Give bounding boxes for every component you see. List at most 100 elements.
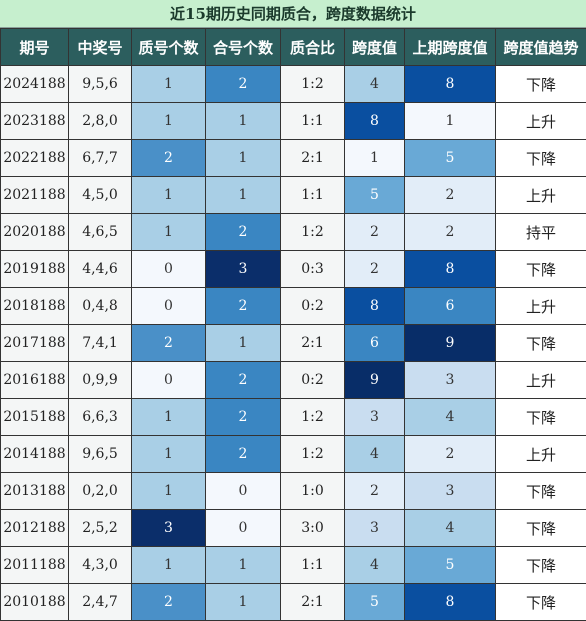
cell-numbers: 9,5,6 bbox=[69, 66, 132, 103]
cell-numbers: 4,4,6 bbox=[69, 251, 132, 288]
cell-trend: 下降 bbox=[496, 510, 586, 547]
cell-trend: 下降 bbox=[496, 547, 586, 584]
header-numbers: 中奖号 bbox=[69, 29, 132, 66]
cell-prev-span: 8 bbox=[405, 251, 496, 288]
cell-prime-count: 1 bbox=[132, 436, 206, 473]
cell-ratio: 1:1 bbox=[281, 103, 345, 140]
cell-prime-count: 0 bbox=[132, 362, 206, 399]
cell-period: 2012188 bbox=[1, 510, 69, 547]
cell-prev-span: 2 bbox=[405, 177, 496, 214]
cell-period: 2010188 bbox=[1, 584, 69, 621]
cell-span: 2 bbox=[345, 214, 405, 251]
cell-period: 2013188 bbox=[1, 473, 69, 510]
cell-span: 5 bbox=[345, 584, 405, 621]
cell-ratio: 2:1 bbox=[281, 584, 345, 621]
cell-composite-count: 1 bbox=[206, 547, 281, 584]
cell-period: 2014188 bbox=[1, 436, 69, 473]
cell-composite-count: 2 bbox=[206, 436, 281, 473]
cell-prime-count: 0 bbox=[132, 251, 206, 288]
cell-ratio: 0:3 bbox=[281, 251, 345, 288]
cell-prime-count: 1 bbox=[132, 214, 206, 251]
header-ratio: 质合比 bbox=[281, 29, 345, 66]
cell-period: 2016188 bbox=[1, 362, 69, 399]
cell-period: 2021188 bbox=[1, 177, 69, 214]
cell-composite-count: 1 bbox=[206, 103, 281, 140]
cell-numbers: 7,4,1 bbox=[69, 325, 132, 362]
cell-period: 2019188 bbox=[1, 251, 69, 288]
cell-composite-count: 2 bbox=[206, 288, 281, 325]
cell-composite-count: 2 bbox=[206, 66, 281, 103]
cell-period: 2011188 bbox=[1, 547, 69, 584]
cell-span: 6 bbox=[345, 325, 405, 362]
cell-trend: 下降 bbox=[496, 325, 586, 362]
header-prime-count: 质号个数 bbox=[132, 29, 206, 66]
cell-ratio: 1:2 bbox=[281, 66, 345, 103]
cell-composite-count: 1 bbox=[206, 177, 281, 214]
cell-numbers: 0,4,8 bbox=[69, 288, 132, 325]
cell-span: 3 bbox=[345, 399, 405, 436]
cell-prev-span: 6 bbox=[405, 288, 496, 325]
cell-numbers: 6,7,7 bbox=[69, 140, 132, 177]
cell-ratio: 0:2 bbox=[281, 362, 345, 399]
cell-prev-span: 3 bbox=[405, 473, 496, 510]
header-period: 期号 bbox=[1, 29, 69, 66]
table-title: 近15期历史同期质合，跨度数据统计 bbox=[0, 0, 586, 28]
cell-numbers: 0,9,9 bbox=[69, 362, 132, 399]
cell-trend: 上升 bbox=[496, 177, 586, 214]
cell-composite-count: 1 bbox=[206, 325, 281, 362]
cell-trend: 上升 bbox=[496, 362, 586, 399]
cell-trend: 上升 bbox=[496, 436, 586, 473]
cell-trend: 下降 bbox=[496, 251, 586, 288]
cell-numbers: 2,5,2 bbox=[69, 510, 132, 547]
cell-period: 2018188 bbox=[1, 288, 69, 325]
cell-composite-count: 0 bbox=[206, 473, 281, 510]
cell-prev-span: 8 bbox=[405, 584, 496, 621]
cell-prev-span: 4 bbox=[405, 510, 496, 547]
cell-span: 9 bbox=[345, 362, 405, 399]
cell-trend: 下降 bbox=[496, 399, 586, 436]
cell-prime-count: 1 bbox=[132, 473, 206, 510]
cell-composite-count: 1 bbox=[206, 140, 281, 177]
cell-composite-count: 0 bbox=[206, 510, 281, 547]
header-prev-span: 上期跨度值 bbox=[405, 29, 496, 66]
cell-span: 4 bbox=[345, 66, 405, 103]
cell-numbers: 9,6,5 bbox=[69, 436, 132, 473]
cell-ratio: 1:1 bbox=[281, 177, 345, 214]
cell-prev-span: 8 bbox=[405, 66, 496, 103]
header-row: 期号 中奖号 质号个数 合号个数 质合比 跨度值 上期跨度值 跨度值趋势 bbox=[1, 29, 586, 66]
cell-prev-span: 4 bbox=[405, 399, 496, 436]
cell-period: 2020188 bbox=[1, 214, 69, 251]
cell-ratio: 2:1 bbox=[281, 325, 345, 362]
cell-span: 2 bbox=[345, 251, 405, 288]
header-composite-count: 合号个数 bbox=[206, 29, 281, 66]
cell-prime-count: 1 bbox=[132, 399, 206, 436]
cell-span: 3 bbox=[345, 510, 405, 547]
cell-ratio: 1:2 bbox=[281, 436, 345, 473]
cell-composite-count: 2 bbox=[206, 362, 281, 399]
cell-numbers: 2,8,0 bbox=[69, 103, 132, 140]
cell-composite-count: 2 bbox=[206, 214, 281, 251]
cell-prev-span: 5 bbox=[405, 140, 496, 177]
cell-prime-count: 0 bbox=[132, 288, 206, 325]
cell-period: 2022188 bbox=[1, 140, 69, 177]
cell-numbers: 4,3,0 bbox=[69, 547, 132, 584]
cell-numbers: 4,6,5 bbox=[69, 214, 132, 251]
cell-span: 4 bbox=[345, 547, 405, 584]
cell-numbers: 4,5,0 bbox=[69, 177, 132, 214]
cell-span: 1 bbox=[345, 140, 405, 177]
cell-prev-span: 2 bbox=[405, 436, 496, 473]
cell-span: 5 bbox=[345, 177, 405, 214]
cell-numbers: 0,2,0 bbox=[69, 473, 132, 510]
cell-prev-span: 3 bbox=[405, 362, 496, 399]
